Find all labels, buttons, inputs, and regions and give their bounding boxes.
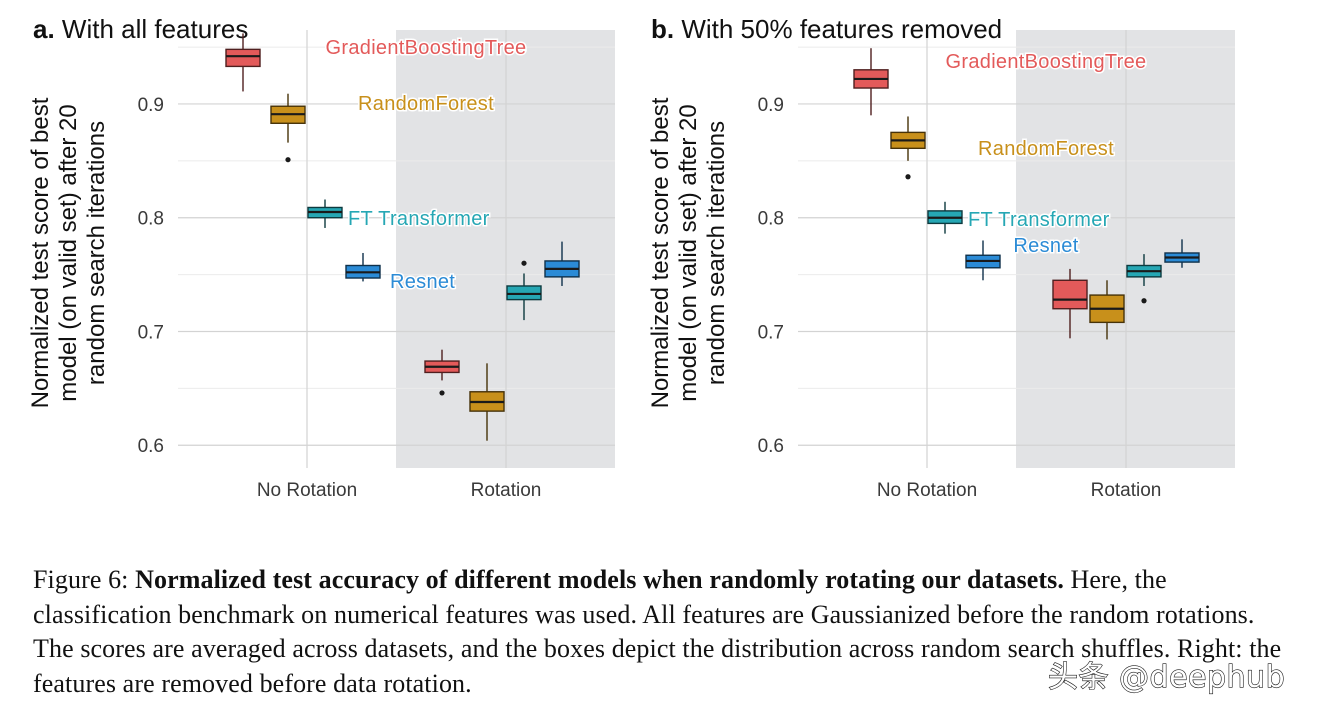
outlier-point — [905, 174, 911, 180]
series-label-randomforest: RandomForest — [978, 138, 1114, 160]
box-randomforest — [890, 116, 926, 180]
box-iqr — [225, 48, 261, 68]
y-axis-label-line: random search iterations — [83, 121, 110, 385]
outlier-point — [521, 260, 527, 266]
figure: 0.6 0.7 0.8 0.9 No Rotation Rotation Normalize… — [27, 14, 1235, 501]
box-resnet — [544, 241, 580, 286]
box-resnet — [965, 240, 1001, 281]
outlier-point — [439, 390, 445, 396]
box-ft-transformer — [506, 260, 542, 321]
caption-prefix: Figure 6: — [33, 565, 136, 594]
y-tick-label: 0.7 — [758, 322, 784, 343]
panel-label: a. — [33, 14, 55, 44]
panel-title-text: With all features — [55, 14, 249, 44]
box-randomforest — [1089, 280, 1125, 340]
box-ft-transformer — [927, 201, 963, 234]
box-randomforest — [270, 93, 306, 163]
y-tick-label: 0.8 — [758, 209, 784, 230]
series-label-gradientboostingtree: GradientBoostingTree — [946, 51, 1147, 73]
x-tick-label: Rotation — [1091, 480, 1162, 501]
x-tick-label: No Rotation — [877, 480, 977, 501]
panel-title-text: With 50% features removed — [674, 14, 1002, 44]
y-axis-label: Normalized test score of bestmodel (on v… — [647, 97, 730, 408]
y-axis-label: Normalized test score of bestmodel (on v… — [27, 97, 110, 408]
y-axis-label-line: random search iterations — [703, 121, 730, 385]
series-label-gradientboostingtree: GradientBoostingTree — [326, 37, 527, 59]
outlier-point — [285, 157, 291, 163]
y-axis-label-line: model (on valid set) after 20 — [55, 104, 82, 401]
y-tick-label: 0.9 — [138, 95, 164, 116]
box-resnet — [1164, 239, 1200, 268]
x-tick-label: No Rotation — [257, 480, 357, 501]
chart-canvas: 0.6 0.7 0.8 0.9 No Rotation Rotation Normalize… — [27, 14, 1235, 501]
y-axis-label-line: Normalized test score of best — [27, 97, 54, 408]
y-tick-label: 0.6 — [758, 436, 784, 457]
box-gradientboostingtree — [225, 33, 261, 92]
series-label-randomforest: RandomForest — [358, 93, 494, 115]
y-tick-label: 0.7 — [138, 322, 164, 343]
figure-caption: Figure 6: Normalized test accuracy of di… — [33, 563, 1293, 701]
series-label-ft-transformer: FT Transformer — [348, 208, 490, 230]
box-ft-transformer — [307, 199, 343, 228]
series-label-resnet: Resnet — [390, 271, 455, 293]
watermark: 头条 @deephub — [1047, 659, 1286, 695]
chart-panel-b: 0.6 0.7 0.8 0.9 No Rotation Rotation Normalize… — [647, 14, 1235, 501]
box-ft-transformer — [1126, 254, 1162, 304]
box-resnet — [345, 252, 381, 282]
series-label-resnet: Resnet — [1013, 235, 1078, 257]
series-label-ft-transformer: FT Transformer — [968, 209, 1110, 231]
box-gradientboostingtree — [853, 48, 889, 116]
y-tick-label: 0.9 — [758, 95, 784, 116]
y-axis-label-line: model (on valid set) after 20 — [675, 104, 702, 401]
panel-label: b. — [651, 14, 674, 44]
caption-bold: Normalized test accuracy of different mo… — [135, 565, 1064, 594]
box-iqr — [506, 285, 542, 301]
y-tick-label: 0.6 — [138, 436, 164, 457]
box-gradientboostingtree — [424, 349, 460, 396]
box-iqr — [1052, 279, 1088, 310]
box-gradientboostingtree — [1052, 268, 1088, 339]
chart-panel-a: 0.6 0.7 0.8 0.9 No Rotation Rotation Normalize… — [27, 14, 615, 501]
x-tick-label: Rotation — [471, 480, 542, 501]
panel-title: a. With all features — [33, 14, 248, 44]
caption-rest: Here, the classification benchmark on nu… — [33, 565, 1282, 698]
y-axis-label-line: Normalized test score of best — [647, 97, 674, 408]
panel-title: b. With 50% features removed — [651, 14, 1002, 44]
y-tick-label: 0.8 — [138, 209, 164, 230]
outlier-point — [1141, 298, 1147, 304]
box-randomforest — [469, 363, 505, 441]
